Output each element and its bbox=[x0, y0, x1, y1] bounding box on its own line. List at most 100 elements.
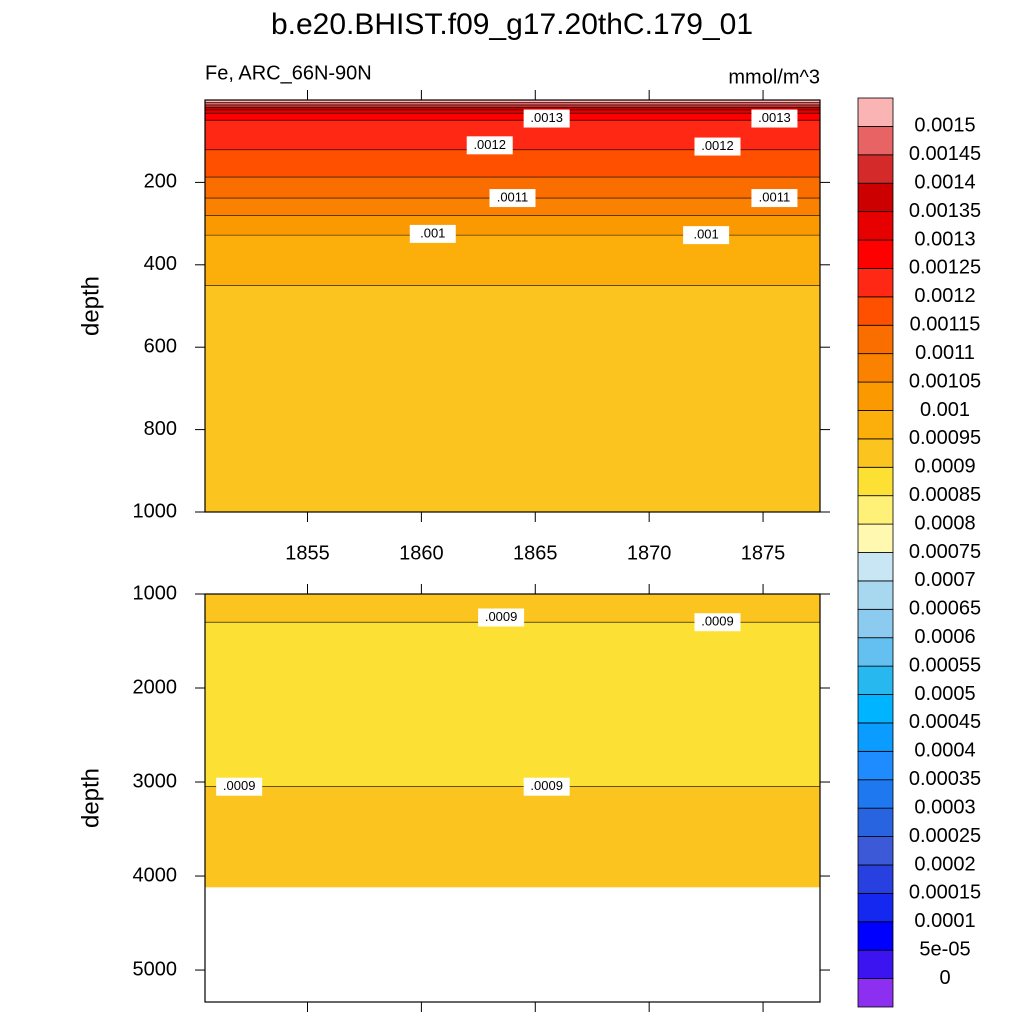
contour-label: .0013 bbox=[758, 110, 791, 125]
colorbar-label: 0.0004 bbox=[914, 740, 975, 762]
contour-band bbox=[205, 285, 820, 512]
colorbar-box bbox=[857, 126, 894, 156]
colorbar-box bbox=[857, 779, 894, 809]
contour-band bbox=[205, 177, 820, 199]
colorbar-label: 0.0012 bbox=[914, 285, 975, 307]
colorbar-label: 0.00045 bbox=[909, 711, 981, 733]
colorbar-box bbox=[857, 353, 894, 383]
colorbar-label: 0.00125 bbox=[909, 257, 981, 279]
y-tick-label: 3000 bbox=[133, 770, 178, 792]
colorbar-label: 0.0001 bbox=[914, 910, 975, 932]
colorbar-label: 0.0005 bbox=[914, 683, 975, 705]
contour-label-bg bbox=[683, 226, 730, 245]
colorbar-box bbox=[857, 154, 894, 184]
colorbar-box bbox=[857, 182, 894, 213]
colorbar-box bbox=[857, 324, 894, 355]
contour-label: .0009 bbox=[530, 778, 563, 793]
colorbar-label: 0.00055 bbox=[909, 654, 981, 676]
contour-band bbox=[205, 113, 820, 121]
colorbar-box bbox=[857, 665, 894, 695]
colorbar-box bbox=[857, 807, 894, 837]
colorbar-label: 0 bbox=[939, 967, 950, 989]
contour-band bbox=[205, 109, 820, 114]
colorbar-box bbox=[857, 296, 894, 326]
colorbar-box bbox=[857, 495, 894, 525]
contour-label-bg bbox=[523, 777, 570, 796]
colorbar-box bbox=[857, 694, 894, 724]
colorbar-box bbox=[857, 836, 894, 866]
colorbar-box bbox=[857, 97, 894, 127]
colorbar-label: 5e-05 bbox=[919, 938, 970, 960]
colorbar-box bbox=[857, 381, 894, 411]
x-tick-label: 1860 bbox=[399, 542, 444, 564]
colorbar-label: 0.00095 bbox=[909, 427, 981, 449]
contour-label-bg bbox=[478, 608, 525, 627]
contour-label: .0012 bbox=[473, 137, 506, 152]
contour-label: .0011 bbox=[759, 189, 791, 204]
contour-band bbox=[205, 215, 820, 236]
colorbar-label: 0.0008 bbox=[914, 512, 975, 534]
colorbar-label: 0.00025 bbox=[909, 825, 981, 847]
colorbar-label: 0.00135 bbox=[909, 200, 981, 222]
contour-band bbox=[205, 100, 820, 103]
colorbar-label: 0.0014 bbox=[914, 172, 975, 194]
panel-right-label: mmol/m^3 bbox=[728, 66, 820, 88]
contour-label: .0009 bbox=[223, 778, 256, 793]
colorbar-box bbox=[857, 864, 894, 894]
colorbar-box bbox=[857, 466, 894, 497]
y-tick-label: 1000 bbox=[133, 500, 178, 522]
contour-label: .0009 bbox=[701, 614, 734, 629]
colorbar-label: 0.0007 bbox=[914, 569, 975, 591]
y-tick-label: 1000 bbox=[133, 582, 178, 604]
y-axis-label: depth bbox=[77, 768, 104, 828]
contour-label: .0011 bbox=[497, 189, 529, 204]
y-tick-label: 4000 bbox=[133, 864, 178, 886]
x-tick-label: 1855 bbox=[285, 542, 330, 564]
colorbar-box bbox=[857, 523, 894, 553]
colorbar-label: 0.0002 bbox=[914, 853, 975, 875]
contour-band bbox=[205, 622, 820, 787]
contour-label: .0012 bbox=[701, 138, 734, 153]
colorbar-label: 0.00075 bbox=[909, 541, 981, 563]
y-axis-label: depth bbox=[77, 276, 104, 336]
contour-label: .0013 bbox=[530, 110, 563, 125]
colorbar-box bbox=[857, 921, 894, 951]
contour-label: .001 bbox=[693, 227, 718, 242]
colorbar-box bbox=[857, 949, 894, 979]
colorbar-label: 0.00065 bbox=[909, 598, 981, 620]
colorbar-label: 0.00115 bbox=[910, 314, 981, 336]
contour-label-bg bbox=[489, 189, 536, 208]
colorbar-box bbox=[857, 268, 894, 298]
x-tick-label: 1875 bbox=[741, 542, 786, 564]
colorbar-label: 0.00015 bbox=[909, 882, 981, 904]
colorbar-label: 0.00035 bbox=[909, 768, 981, 790]
panel-left-label: Fe, ARC_66N-90N bbox=[205, 62, 372, 84]
y-tick-label: 800 bbox=[144, 418, 177, 440]
chart-title: b.e20.BHIST.f09_g17.20thC.179_01 bbox=[271, 8, 753, 41]
plot-frame bbox=[204, 593, 821, 1003]
contour-band bbox=[205, 786, 820, 888]
colorbar-label: 0.0015 bbox=[914, 115, 975, 137]
contour-label-bg bbox=[409, 224, 456, 243]
contour-label-bg bbox=[694, 137, 741, 156]
contour-label-bg bbox=[751, 109, 798, 128]
contour-band bbox=[205, 107, 820, 110]
colorbar-label: 0.0006 bbox=[914, 626, 975, 648]
colorbar-box bbox=[857, 722, 894, 752]
colorbar-box bbox=[857, 552, 894, 582]
y-tick-label: 5000 bbox=[133, 958, 178, 980]
contour-band bbox=[205, 102, 820, 105]
colorbar-box bbox=[857, 211, 894, 241]
contour-label-bg bbox=[523, 109, 570, 128]
colorbar-box bbox=[857, 892, 894, 923]
colorbar-box bbox=[857, 978, 894, 1008]
colorbar-box bbox=[857, 580, 894, 610]
colorbar-label: 0.00085 bbox=[909, 484, 981, 506]
colorbar-box bbox=[857, 637, 894, 667]
contour-label: .001 bbox=[420, 225, 445, 240]
contour-label-bg bbox=[466, 136, 513, 155]
contour-label: .0009 bbox=[485, 609, 518, 624]
contour-label-bg bbox=[694, 613, 741, 632]
colorbar-label: 0.0009 bbox=[914, 456, 975, 478]
